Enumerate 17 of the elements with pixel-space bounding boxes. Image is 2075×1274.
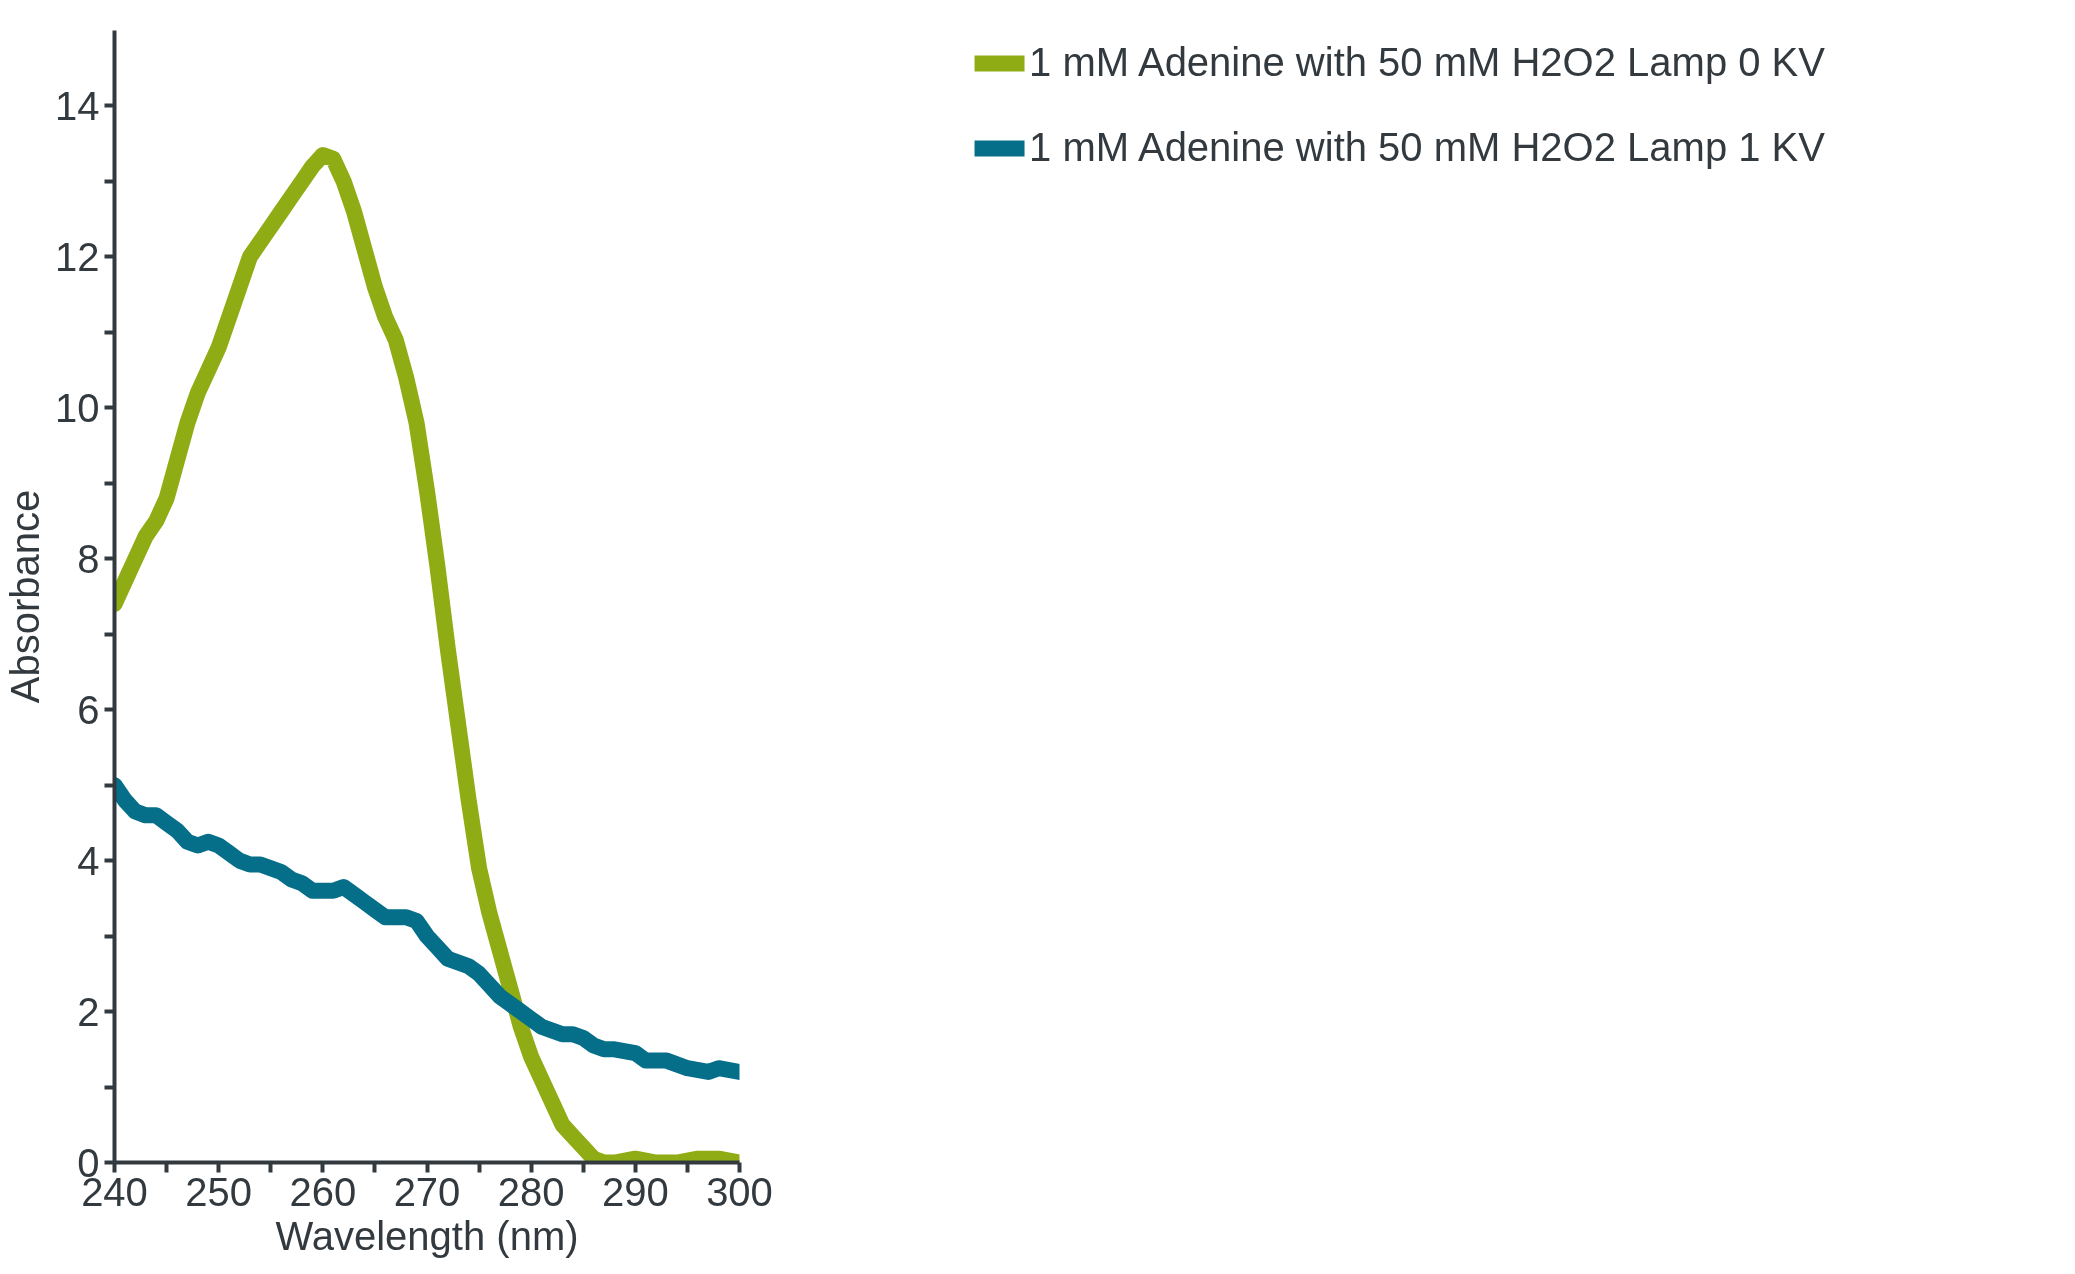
y-tick-label: 2 bbox=[77, 989, 100, 1034]
x-tick-label: 290 bbox=[601, 1169, 669, 1214]
x-tick-label: 260 bbox=[289, 1169, 357, 1214]
y-tick-label: 14 bbox=[55, 83, 100, 128]
x-tick-label: 270 bbox=[393, 1169, 461, 1214]
x-tick-label: 250 bbox=[185, 1169, 253, 1214]
legend-label: 1 mM Adenine with 50 mM H2O2 Lamp 1 KV bbox=[1029, 125, 1825, 170]
y-tick-label: 8 bbox=[77, 536, 100, 581]
x-tick-label: 300 bbox=[706, 1169, 773, 1214]
y-tick-label: 4 bbox=[77, 838, 100, 883]
x-axis-title: Wavelength (nm) bbox=[275, 1213, 579, 1258]
legend-label: 1 mM Adenine with 50 mM H2O2 Lamp 0 KV bbox=[1029, 40, 1825, 85]
y-tick-label: 6 bbox=[77, 687, 100, 732]
x-tick-label: 280 bbox=[497, 1169, 565, 1214]
y-tick-label: 12 bbox=[55, 234, 100, 279]
y-tick-label: 10 bbox=[55, 385, 100, 430]
y-axis-title: Absorbance bbox=[3, 489, 48, 704]
